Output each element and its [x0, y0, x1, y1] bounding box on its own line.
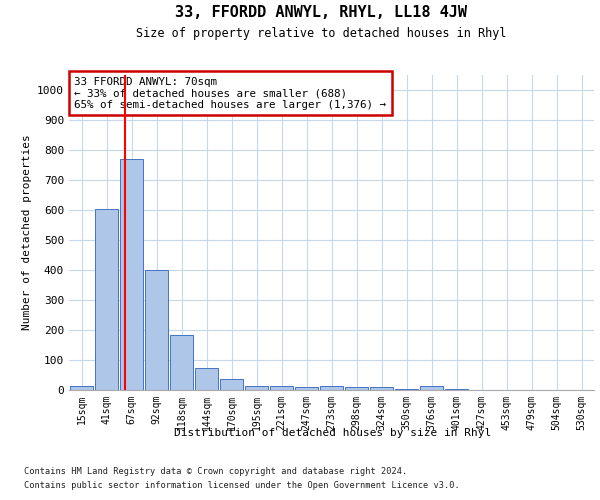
Bar [145, 270, 168, 390]
Text: 33 FFORDD ANWYL: 70sqm
← 33% of detached houses are smaller (688)
65% of semi-de: 33 FFORDD ANWYL: 70sqm ← 33% of detached… [74, 76, 386, 110]
Bar [220, 378, 243, 390]
Bar [395, 388, 418, 390]
Bar [445, 388, 468, 390]
Text: 33, FFORDD ANWYL, RHYL, LL18 4JW: 33, FFORDD ANWYL, RHYL, LL18 4JW [175, 5, 467, 20]
Bar [95, 208, 118, 390]
Text: Size of property relative to detached houses in Rhyl: Size of property relative to detached ho… [136, 28, 506, 40]
Bar [295, 387, 318, 390]
Bar [245, 386, 268, 390]
Bar [70, 386, 93, 390]
Text: Contains public sector information licensed under the Open Government Licence v3: Contains public sector information licen… [24, 481, 460, 490]
Bar [420, 386, 443, 390]
Bar [370, 387, 393, 390]
Bar [345, 387, 368, 390]
Bar [170, 334, 193, 390]
Bar [320, 386, 343, 390]
Text: Contains HM Land Registry data © Crown copyright and database right 2024.: Contains HM Land Registry data © Crown c… [24, 468, 407, 476]
Y-axis label: Number of detached properties: Number of detached properties [22, 134, 32, 330]
Bar [195, 368, 218, 390]
Bar [120, 159, 143, 390]
Text: Distribution of detached houses by size in Rhyl: Distribution of detached houses by size … [175, 428, 491, 438]
Bar [270, 386, 293, 390]
